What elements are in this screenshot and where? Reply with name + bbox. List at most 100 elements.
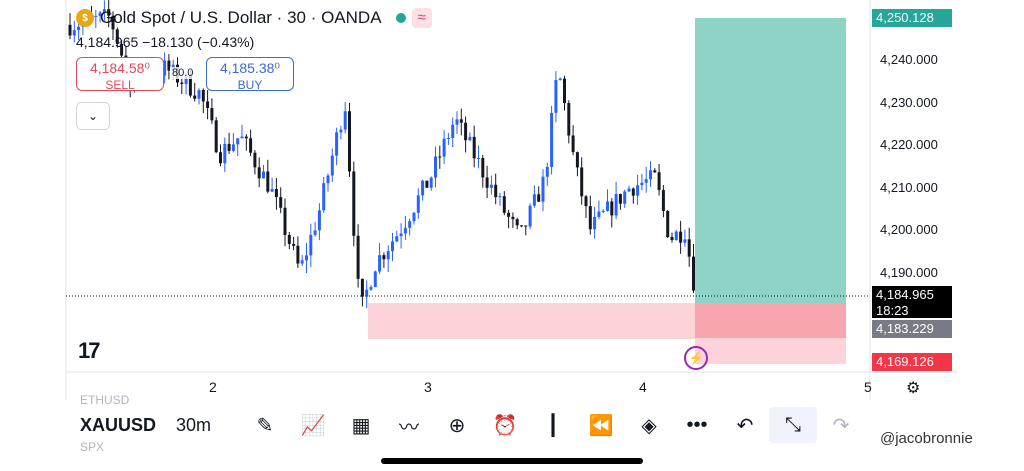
candle-body — [292, 243, 296, 246]
candle-body — [219, 152, 222, 164]
take-profit-tag: 4,250.128 — [872, 9, 952, 27]
settings-gear-icon[interactable]: ⚙ — [906, 380, 921, 397]
candle-body — [296, 245, 300, 264]
alarm-icon[interactable]: ⏰ — [492, 414, 518, 437]
undo-icon[interactable]: ↶ — [736, 414, 754, 437]
candle-body — [489, 184, 493, 188]
candle-body — [98, 12, 102, 16]
candle-body — [206, 101, 210, 109]
compare-icon[interactable]: 〰 — [399, 416, 420, 439]
price-chart[interactable] — [0, 0, 1024, 400]
pencil-icon[interactable]: ✎ — [256, 414, 274, 437]
candle-body — [317, 210, 321, 231]
candle-body — [339, 129, 343, 133]
candles-icon[interactable]: ┃ — [547, 414, 560, 437]
candle-body — [554, 80, 558, 113]
candle-body — [197, 90, 201, 99]
candle-body — [391, 241, 394, 252]
candle-body — [193, 95, 197, 99]
candle-body — [545, 166, 549, 177]
collapse-screen-icon[interactable]: ⤡ — [769, 407, 818, 443]
candle-body — [614, 194, 618, 216]
market-open-icon — [395, 13, 406, 23]
candle-body — [257, 167, 261, 179]
candle-body — [674, 231, 678, 241]
time-tick: 2 — [209, 379, 217, 395]
candle-body — [313, 230, 317, 235]
symbol-title[interactable]: Gold Spot / U.S. Dollar · 30 · OANDA — [100, 8, 382, 27]
add-circle-icon[interactable]: ⊕ — [448, 414, 466, 437]
gold-coin-icon: $ — [76, 9, 94, 27]
candle-body — [472, 136, 476, 159]
candle-body — [631, 188, 635, 196]
candle-body — [214, 120, 218, 153]
candle-body — [115, 29, 119, 44]
watchlist-item-faded: SPX — [80, 440, 105, 454]
candle-body — [502, 196, 506, 213]
candle-body — [649, 170, 652, 180]
candle-body — [640, 182, 644, 186]
sell-label: SELL — [105, 78, 135, 92]
collapse-button[interactable]: ⌄ — [76, 102, 110, 130]
candle-body — [528, 205, 532, 227]
candle-body — [567, 103, 571, 136]
candle-body — [68, 24, 72, 36]
lightning-alert-icon[interactable]: ⚡ — [684, 346, 708, 370]
candle-body — [606, 201, 609, 211]
candle-body — [249, 138, 253, 153]
candle-body — [451, 124, 455, 139]
candle-body — [408, 221, 412, 228]
symbol-button[interactable]: XAUUSD — [80, 414, 157, 435]
candle-body — [399, 233, 403, 237]
candle-body — [666, 210, 670, 238]
candle-body — [360, 278, 364, 297]
candle-body — [498, 196, 502, 198]
candle-body — [231, 144, 235, 151]
candle-body — [111, 15, 115, 30]
candle-body — [210, 108, 214, 121]
stop-loss-zone — [695, 303, 846, 338]
indicators-icon[interactable]: 📈 — [300, 414, 326, 437]
candle-body — [588, 206, 592, 230]
candle-body — [188, 75, 192, 96]
candle-body — [485, 177, 489, 188]
candle-body — [507, 212, 511, 217]
candle-body — [373, 271, 377, 288]
time-tick: 4 — [639, 379, 647, 395]
current-price-tag: 4,184.965 18:23 — [872, 286, 952, 318]
redo-icon[interactable]: ↷ — [832, 414, 850, 437]
candle-body — [395, 236, 399, 242]
candle-body — [270, 189, 274, 192]
candle-body — [442, 138, 446, 157]
candle-body — [550, 112, 554, 167]
price-tick: 4,200.000 — [880, 222, 938, 237]
sell-price: 4,184.58⁰ — [89, 60, 151, 76]
candle-body — [416, 195, 420, 213]
candle-body — [180, 82, 184, 84]
price-tick: 4,210.000 — [880, 180, 938, 195]
timeframe-button[interactable]: 30m — [176, 414, 212, 435]
stop-loss-zone-extension — [695, 338, 846, 364]
candle-body — [102, 9, 106, 13]
candle-body — [511, 216, 515, 220]
wave-icon[interactable]: ≈ — [411, 8, 432, 28]
sell-button[interactable]: 4,184.58⁰ SELL — [76, 57, 164, 92]
replay-icon[interactable]: ⏪ — [588, 414, 614, 437]
buy-button[interactable]: 4,185.38⁰ BUY — [206, 57, 294, 92]
watermark: @jacobronnie — [880, 430, 973, 447]
candle-body — [240, 136, 244, 139]
layers-icon[interactable]: ◈ — [641, 414, 657, 437]
candle-body — [425, 180, 429, 188]
candle-body — [692, 256, 695, 291]
candle-body — [464, 122, 468, 141]
candle-body — [382, 255, 386, 260]
layout-grid-icon[interactable]: ▦ — [351, 414, 371, 437]
candle-body — [558, 78, 562, 81]
more-icon[interactable]: ••• — [686, 413, 708, 436]
take-profit-zone — [695, 18, 846, 303]
candle-body — [618, 194, 622, 204]
candle-body — [679, 231, 683, 243]
candle-body — [468, 136, 472, 141]
candle-body — [287, 234, 291, 244]
candle-body — [434, 156, 437, 178]
